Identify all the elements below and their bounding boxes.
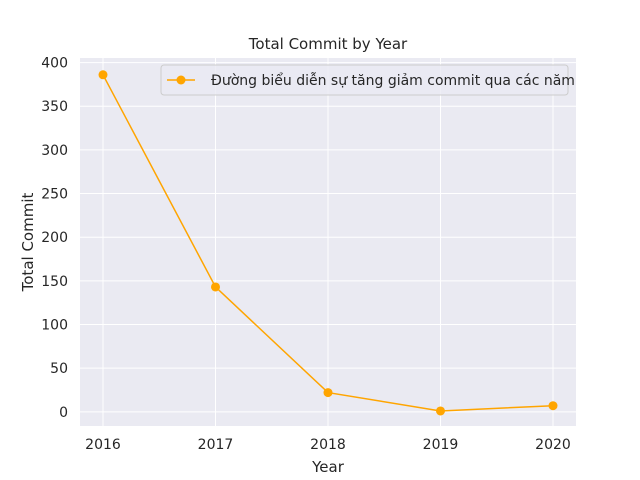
chart-title: Total Commit by Year	[248, 35, 408, 53]
data-points	[98, 70, 558, 416]
y-tick-label: 400	[41, 56, 68, 72]
x-tick-label: 2019	[423, 437, 459, 453]
y-tick-labels: 0 50 100 150 200 250 300 350 400	[41, 56, 68, 421]
y-tick-label: 200	[41, 230, 68, 246]
y-tick-label: 100	[41, 318, 68, 334]
data-point-2016	[98, 70, 108, 80]
legend-marker-icon	[176, 75, 186, 85]
y-tick-label: 300	[41, 143, 68, 159]
x-axis-label: Year	[311, 458, 345, 476]
y-tick-label: 150	[41, 274, 68, 290]
data-point-2018	[323, 388, 333, 398]
x-tick-label: 2020	[535, 437, 571, 453]
y-tick-label: 0	[59, 405, 68, 421]
data-point-2017	[211, 282, 220, 292]
grid	[80, 58, 576, 426]
y-tick-label: 50	[50, 361, 68, 377]
x-tick-label: 2018	[310, 437, 346, 453]
y-tick-label: 350	[41, 99, 68, 115]
x-tick-label: 2017	[198, 437, 234, 453]
y-tick-label: 250	[41, 187, 68, 203]
x-tick-labels: 2016 2017 2018 2019 2020	[85, 437, 571, 453]
legend-box	[160, 64, 569, 96]
legend: Đường biểu diễn sự tăng giảm commit qua …	[160, 64, 575, 96]
x-tick-label: 2016	[85, 437, 121, 453]
data-point-2020	[548, 401, 558, 411]
legend-series-label: Đường biểu diễn sự tăng giảm commit qua …	[211, 72, 575, 89]
y-axis-label: Total Commit	[19, 193, 37, 293]
data-point-2019	[436, 406, 445, 416]
